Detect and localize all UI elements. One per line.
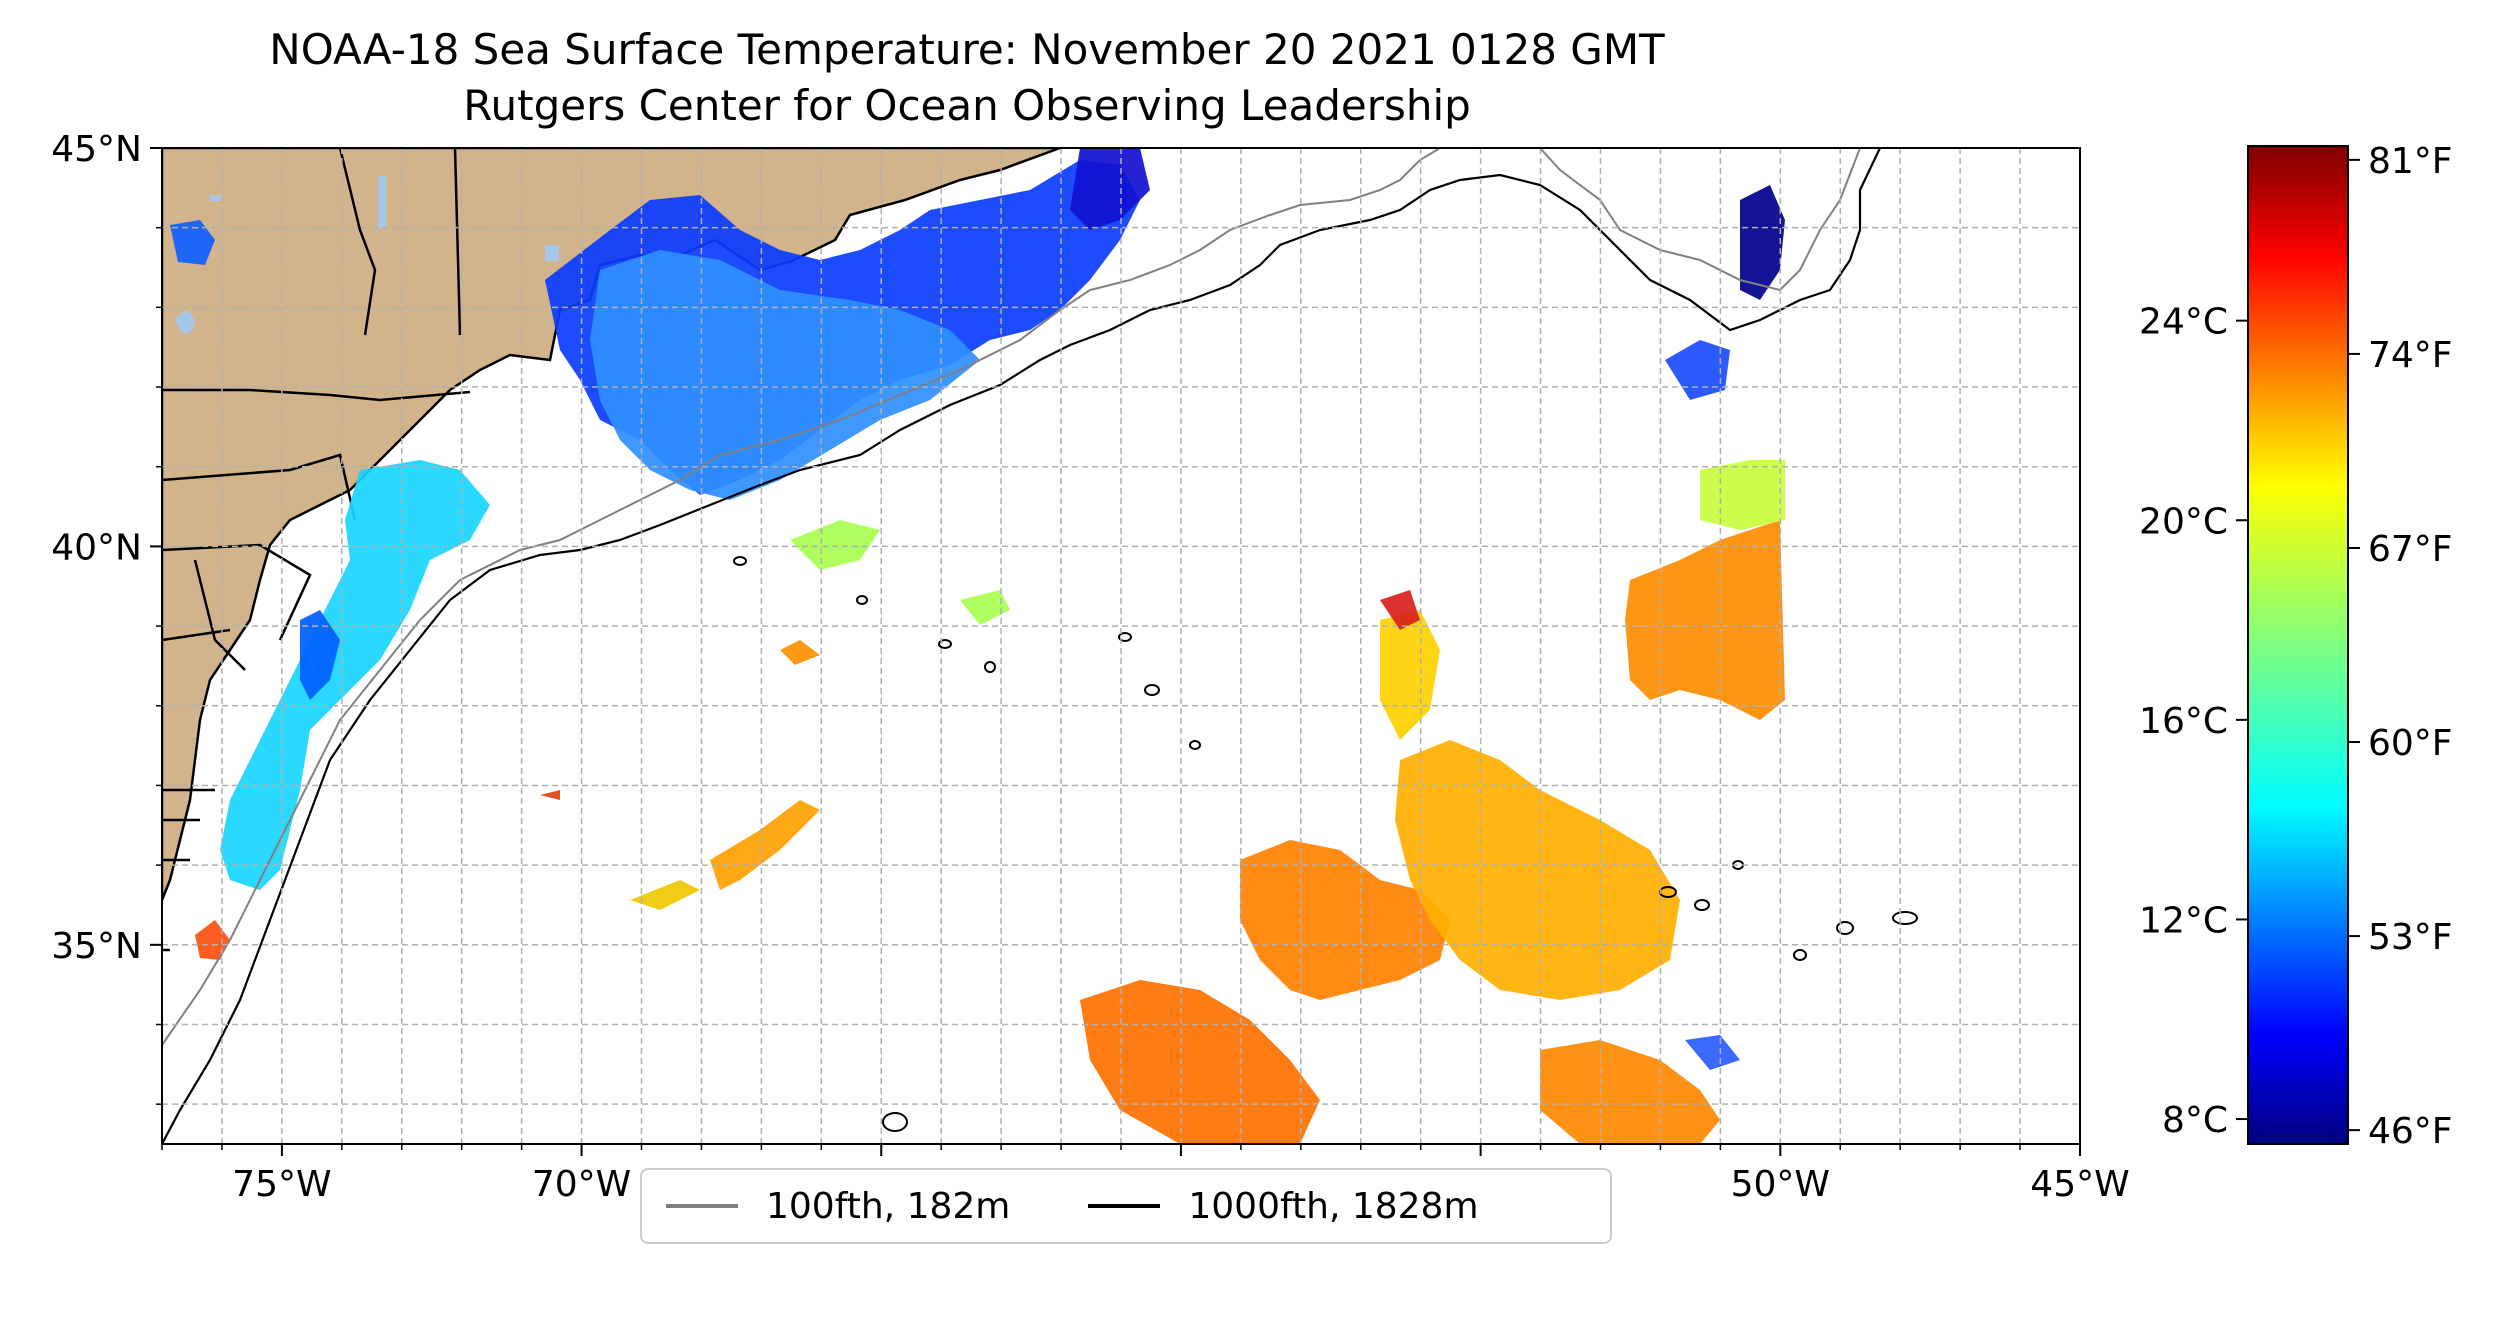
sst-patch-gulf-stream-south-4 <box>1540 1040 1720 1144</box>
sst-patch-coastal-shelf <box>220 460 490 890</box>
colorbar-label-c: 8°C <box>2162 1100 2228 1141</box>
x-tick-label: 70°W <box>532 1164 631 1205</box>
colorbar-gradient <box>2247 145 2349 1145</box>
map-axes: 75°W70°W65°W60°W55°W50°W45°W45°N40°N35°N <box>51 129 2129 1205</box>
sst-patch-gulf-stream-south-1 <box>1240 840 1450 1000</box>
contour-100fth <box>162 148 1861 1046</box>
colorbar-label-f: 60°F <box>2368 723 2453 764</box>
contour-1000fth <box>162 148 1881 1144</box>
legend-label-100fth: 100fth, 182m <box>766 1185 1011 1227</box>
state-borders <box>162 148 471 952</box>
map-title: NOAA-18 Sea Surface Temperature: Novembe… <box>269 25 1665 74</box>
map-frame <box>161 147 2081 1145</box>
sst-patch-gulf-stream-south-2 <box>1395 740 1680 1000</box>
legend-line-1000fth <box>1088 1204 1161 1208</box>
colorbar-label-c: 20°C <box>2139 501 2228 542</box>
colorbar-ticks: 81°F 74°F 67°F 60°F 53°F 46°F 24°C 20°C 16°C 12°C… <box>2139 141 2452 1152</box>
lakes <box>175 176 559 334</box>
y-tick-label: 40°N <box>51 527 142 568</box>
colorbar-label-f: 67°F <box>2368 529 2453 570</box>
colorbar-label-f: 46°F <box>2368 1111 2453 1152</box>
sst-patch-east-cold <box>1740 185 1785 300</box>
sst-patch-gulf-of-maine-light <box>590 250 980 500</box>
colorbar-label-c: 12°C <box>2139 900 2228 941</box>
colorbar-label-c: 24°C <box>2139 302 2228 343</box>
sst-patch-canada-left <box>170 220 215 265</box>
sst-patch-warm-core <box>1380 590 1420 630</box>
map-ocean <box>162 148 2080 1144</box>
sst-patch-east-cold-2 <box>1665 340 1730 400</box>
sst-filament-2 <box>630 880 700 910</box>
map-gridlines <box>162 148 2080 1144</box>
sst-patches <box>170 148 1785 1144</box>
y-tick-label: 45°N <box>51 129 142 170</box>
x-tick-label: 45°W <box>2030 1164 2129 1205</box>
sst-patch-gulf-stream-mid <box>1380 610 1440 740</box>
legend-item-100fth: 100fth, 182m <box>666 1186 1010 1227</box>
map-subtitle: Rutgers Center for Ocean Observing Leade… <box>463 81 1471 130</box>
sst-filament-5 <box>780 640 820 665</box>
sst-patch-chesapeake <box>300 610 340 700</box>
legend-line-100fth <box>666 1204 738 1208</box>
sst-patch-gulf-of-maine <box>545 160 1140 495</box>
colorbar-label-c: 16°C <box>2139 701 2228 742</box>
sst-filament-6 <box>540 790 560 800</box>
sst-patch-gulf-stream-east-yellow <box>1700 460 1785 530</box>
legend-label-1000fth: 1000fth, 1828m <box>1188 1185 1479 1227</box>
sst-patch-east-cold-3 <box>1685 1035 1740 1070</box>
x-tick-label: 50°W <box>1731 1164 1830 1205</box>
y-tick-label: 35°N <box>51 926 142 967</box>
sst-filament-4 <box>960 590 1010 625</box>
colorbar-label-f: 81°F <box>2368 141 2453 182</box>
sst-patch-cape-hatteras <box>195 920 230 960</box>
sst-patch-gulf-stream-east <box>1625 520 1785 720</box>
colorbar-label-f: 53°F <box>2368 917 2453 958</box>
x-tick-label: 75°W <box>232 1164 331 1205</box>
sst-patch-gulf-stream-south-3 <box>1080 980 1320 1144</box>
legend-item-1000fth: 1000fth, 1828m <box>1088 1185 1479 1227</box>
legend: 100fth, 182m 1000fth, 1828m <box>640 1168 1612 1244</box>
sst-filament-1 <box>710 800 820 890</box>
sst-patch-nova-scotia <box>1070 148 1150 230</box>
sst-filament-3 <box>790 520 880 570</box>
colorbar-label-f: 74°F <box>2368 335 2453 376</box>
seamounts <box>733 556 1918 1132</box>
land-north-america <box>162 148 1061 901</box>
